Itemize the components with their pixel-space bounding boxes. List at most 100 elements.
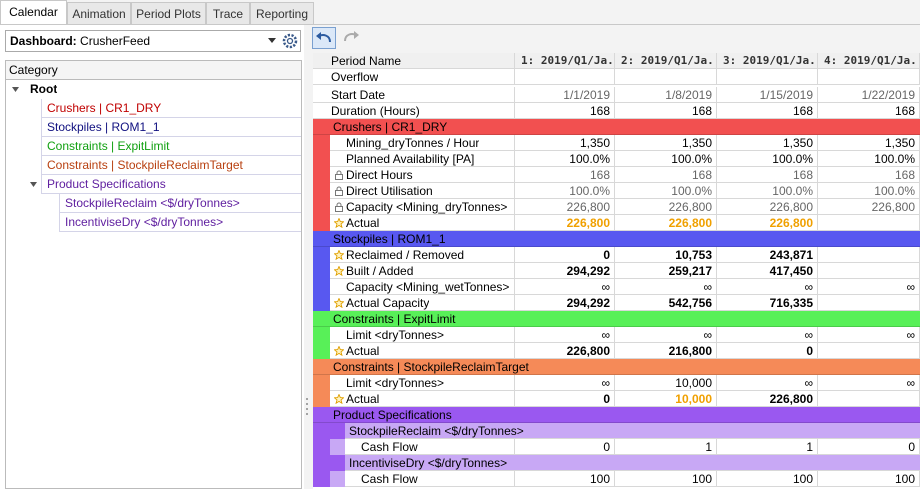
value-cell[interactable]: 100.0% [615, 183, 717, 199]
value-cell[interactable]: 168 [818, 167, 920, 183]
value-cell[interactable]: ∞ [818, 279, 920, 295]
value-cell[interactable]: 226,800 [615, 215, 717, 231]
value-cell[interactable]: ∞ [615, 327, 717, 343]
value-cell[interactable]: 1/1/2019 [515, 87, 615, 103]
value-cell[interactable]: 168 [717, 167, 818, 183]
tree-item[interactable]: Crushers | CR1_DRY [41, 99, 301, 118]
column-header[interactable]: 1: 2019/Q1/Ja... [515, 53, 615, 69]
settings-icon[interactable] [282, 33, 298, 49]
value-cell[interactable]: ∞ [515, 375, 615, 391]
value-cell[interactable]: 294,292 [515, 295, 615, 311]
value-cell[interactable] [818, 263, 920, 279]
undo-button[interactable] [312, 27, 336, 49]
value-cell[interactable]: 226,800 [818, 199, 920, 215]
value-cell[interactable]: 542,756 [615, 295, 717, 311]
column-header[interactable]: 4: 2019/Q1/Ja... [818, 53, 920, 69]
value-cell[interactable]: 168 [818, 103, 920, 119]
value-cell[interactable]: ∞ [615, 279, 717, 295]
value-cell[interactable]: ∞ [818, 327, 920, 343]
tab[interactable]: Reporting [250, 2, 314, 24]
value-cell[interactable]: 1/8/2019 [615, 87, 717, 103]
value-cell[interactable] [615, 69, 717, 85]
column-header[interactable]: 2: 2019/Q1/Ja... [615, 53, 717, 69]
value-cell[interactable]: 10,000 [615, 375, 717, 391]
tab[interactable]: Animation [67, 2, 131, 24]
value-cell[interactable]: 226,800 [515, 199, 615, 215]
value-cell[interactable]: 1/15/2019 [717, 87, 818, 103]
value-cell[interactable]: 100 [818, 471, 920, 487]
value-cell[interactable]: 226,800 [615, 199, 717, 215]
tree-root-row[interactable]: Root [6, 80, 301, 99]
value-cell[interactable]: 10,753 [615, 247, 717, 263]
expander[interactable] [12, 86, 20, 94]
value-cell[interactable]: 716,335 [717, 295, 818, 311]
splitter-grip[interactable] [305, 395, 309, 419]
value-cell[interactable]: 226,800 [717, 391, 818, 407]
value-cell[interactable]: 100 [615, 471, 717, 487]
tree-item[interactable]: Product Specifications [41, 175, 301, 194]
value-cell[interactable]: 168 [615, 167, 717, 183]
tree-item[interactable]: IncentiviseDry <$/dryTonnes> [59, 213, 301, 232]
value-cell[interactable] [515, 69, 615, 85]
value-cell[interactable] [818, 343, 920, 359]
tab[interactable]: Trace [206, 2, 250, 24]
value-cell[interactable]: 417,450 [717, 263, 818, 279]
value-cell[interactable] [818, 295, 920, 311]
tab[interactable]: Calendar [0, 0, 67, 24]
value-cell[interactable]: ∞ [818, 375, 920, 391]
redo-button[interactable] [340, 27, 364, 49]
value-cell[interactable]: 294,292 [515, 263, 615, 279]
value-cell[interactable]: 0 [515, 247, 615, 263]
value-cell[interactable]: 100.0% [615, 151, 717, 167]
value-cell[interactable]: 0 [717, 343, 818, 359]
value-cell[interactable]: 168 [515, 103, 615, 119]
value-cell[interactable]: 1/22/2019 [818, 87, 920, 103]
value-cell[interactable]: 226,800 [717, 215, 818, 231]
value-cell[interactable]: 1,350 [717, 135, 818, 151]
value-cell[interactable]: 243,871 [717, 247, 818, 263]
value-cell[interactable]: 168 [717, 103, 818, 119]
value-cell[interactable]: ∞ [717, 375, 818, 391]
value-cell[interactable]: 100 [717, 471, 818, 487]
value-cell[interactable]: 226,800 [515, 215, 615, 231]
value-cell[interactable]: 100.0% [515, 151, 615, 167]
value-cell[interactable]: 100.0% [717, 183, 818, 199]
value-cell[interactable] [717, 69, 818, 85]
value-cell[interactable]: 216,800 [615, 343, 717, 359]
value-cell[interactable]: 168 [615, 103, 717, 119]
expander[interactable] [30, 181, 38, 189]
value-cell[interactable]: ∞ [717, 279, 818, 295]
value-cell[interactable]: 226,800 [717, 199, 818, 215]
value-cell[interactable]: 100 [515, 471, 615, 487]
value-cell[interactable]: 100.0% [717, 151, 818, 167]
value-cell[interactable] [818, 391, 920, 407]
value-cell[interactable]: ∞ [717, 327, 818, 343]
value-cell[interactable]: 226,800 [515, 343, 615, 359]
dashboard-select[interactable]: Dashboard: CrusherFeed [5, 30, 301, 52]
value-cell[interactable]: ∞ [515, 279, 615, 295]
value-cell[interactable]: 0 [515, 439, 615, 455]
value-cell[interactable]: 168 [515, 167, 615, 183]
value-cell[interactable] [818, 69, 920, 85]
tree-item[interactable]: Constraints | ExpitLimit [41, 137, 301, 156]
value-cell[interactable]: 1 [717, 439, 818, 455]
value-cell[interactable]: 0 [515, 391, 615, 407]
value-cell[interactable]: 1 [615, 439, 717, 455]
tab[interactable]: Period Plots [131, 2, 206, 24]
value-cell[interactable]: 259,217 [615, 263, 717, 279]
value-cell[interactable]: 1,350 [615, 135, 717, 151]
value-cell[interactable]: 100.0% [818, 151, 920, 167]
value-cell[interactable] [818, 247, 920, 263]
tree-item[interactable]: Constraints | StockpileReclaimTarget [41, 156, 301, 175]
value-cell[interactable]: 100.0% [818, 183, 920, 199]
value-cell[interactable]: 10,000 [615, 391, 717, 407]
column-header[interactable]: 3: 2019/Q1/Ja... [717, 53, 818, 69]
value-cell[interactable]: 100.0% [515, 183, 615, 199]
value-cell[interactable]: 1,350 [515, 135, 615, 151]
value-cell[interactable] [818, 215, 920, 231]
value-cell[interactable]: ∞ [515, 327, 615, 343]
value-cell[interactable]: 1,350 [818, 135, 920, 151]
tree-item[interactable]: StockpileReclaim <$/dryTonnes> [59, 194, 301, 213]
value-cell[interactable]: 0 [818, 439, 920, 455]
tree-item[interactable]: Stockpiles | ROM1_1 [41, 118, 301, 137]
